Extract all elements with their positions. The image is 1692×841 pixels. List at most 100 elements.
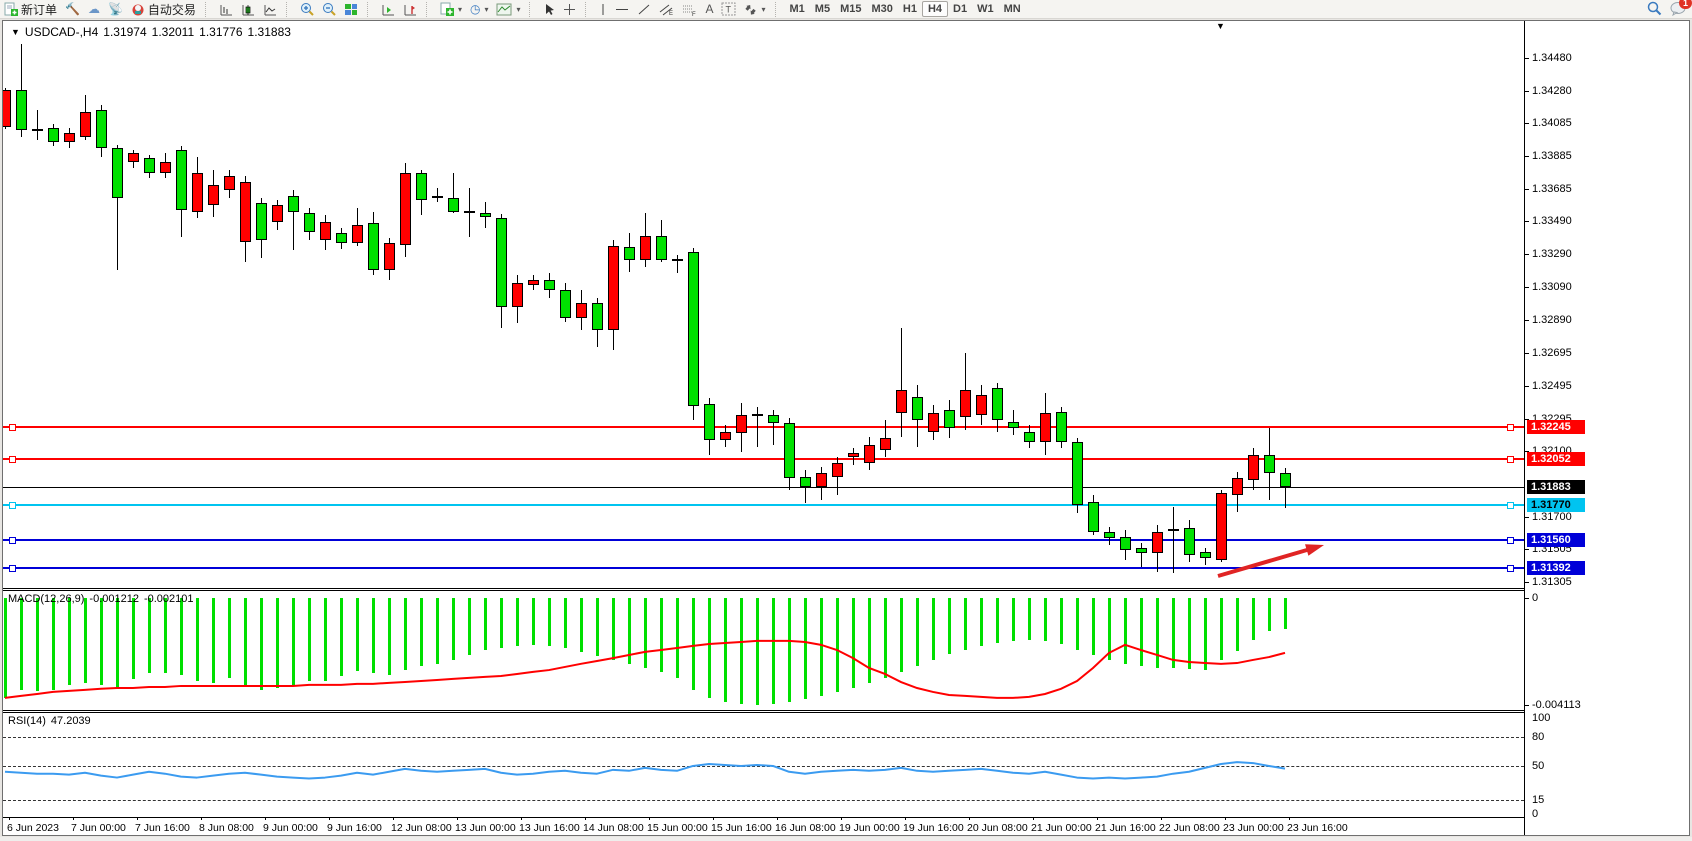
template-button[interactable]: ▾ bbox=[492, 1, 524, 18]
new-order-button[interactable]: 新订单 bbox=[0, 1, 61, 18]
panel-divider[interactable] bbox=[3, 710, 1524, 713]
candle-down bbox=[1184, 527, 1195, 555]
autotrade-button[interactable]: 自动交易 bbox=[127, 1, 200, 18]
time-axis-label: 7 Jun 16:00 bbox=[135, 822, 190, 834]
tab-timeframe-d1[interactable]: D1 bbox=[953, 3, 968, 15]
tab-timeframe-w1[interactable]: W1 bbox=[977, 3, 994, 15]
macd-histogram-bar bbox=[836, 598, 839, 692]
tab-timeframe-h1[interactable]: H1 bbox=[902, 3, 917, 15]
candle-up bbox=[976, 394, 987, 415]
chart-shift-button[interactable] bbox=[399, 1, 421, 18]
hline-handle[interactable] bbox=[9, 424, 16, 431]
price-hline-1.31560[interactable] bbox=[3, 539, 1524, 541]
candle-down bbox=[1200, 552, 1211, 558]
rsi-axis-label-50: 50 bbox=[1532, 759, 1545, 772]
price-hline-1.31770[interactable] bbox=[3, 504, 1524, 506]
text-tool-button[interactable]: A bbox=[701, 1, 717, 18]
chat-button[interactable]: 1 bbox=[1670, 0, 1692, 19]
vline-tool-button[interactable] bbox=[595, 1, 611, 18]
fibonacci-tool-button[interactable]: F bbox=[678, 1, 701, 18]
tab-timeframe-mn[interactable]: MN bbox=[1003, 3, 1021, 15]
zoom-in-button[interactable] bbox=[296, 1, 318, 18]
candle-wick bbox=[1141, 542, 1142, 568]
cursor-tool-button[interactable] bbox=[539, 1, 559, 18]
candle-down bbox=[992, 388, 1003, 421]
trendline-tool-button[interactable] bbox=[633, 1, 655, 18]
hline-handle[interactable] bbox=[1507, 502, 1514, 509]
macd-histogram-bar bbox=[644, 598, 647, 668]
macd-histogram-bar bbox=[212, 598, 215, 683]
candle-up bbox=[720, 431, 731, 440]
crosshair-tool-button[interactable] bbox=[559, 1, 580, 18]
arrows-tool-button[interactable]: ▾ bbox=[740, 1, 769, 18]
tab-timeframe-m30[interactable]: M30 bbox=[871, 3, 893, 15]
candle-up bbox=[896, 390, 907, 413]
time-axis-label: 23 Jun 00:00 bbox=[1223, 822, 1284, 834]
time-axis-label: 19 Jun 00:00 bbox=[839, 822, 900, 834]
tab-timeframe-m1[interactable]: M1 bbox=[789, 3, 805, 15]
zoom-out-button[interactable] bbox=[318, 1, 340, 18]
fibonacci-icon: F bbox=[683, 5, 696, 16]
equidistant-channel-icon: E bbox=[660, 4, 673, 16]
price-hline-1.31392[interactable] bbox=[3, 567, 1524, 569]
main-chart-panel[interactable]: ▼ USDCAD-,H4 1.31974 1.32011 1.31776 1.3… bbox=[3, 21, 1524, 588]
candle-down bbox=[464, 210, 475, 213]
label-tool-button[interactable]: T bbox=[717, 1, 740, 18]
hline-handle[interactable] bbox=[9, 537, 16, 544]
candle-down bbox=[912, 396, 923, 421]
rsi-gridline-80 bbox=[3, 736, 1524, 738]
macd-histogram-bar bbox=[484, 598, 487, 651]
price-badge-1.32245: 1.32245 bbox=[1527, 419, 1585, 434]
time-axis-label: 16 Jun 08:00 bbox=[775, 822, 836, 834]
chart-shift-marker[interactable]: ▼ bbox=[1216, 21, 1225, 31]
macd-histogram-bar bbox=[1060, 598, 1063, 645]
toolbar-separator bbox=[204, 1, 212, 17]
candle-up bbox=[272, 205, 283, 223]
price-hline-1.32052[interactable] bbox=[3, 458, 1524, 460]
price-axis[interactable]: 1.34480 1.34280 1.34085 1.33885 1.33685 1.334… bbox=[1524, 21, 1689, 835]
macd-histogram-bar bbox=[948, 598, 951, 654]
hline-handle[interactable] bbox=[9, 456, 16, 463]
tab-timeframe-m5[interactable]: M5 bbox=[814, 3, 831, 15]
toolbar-separator bbox=[366, 1, 374, 17]
signals-button[interactable]: 📡 bbox=[104, 1, 127, 18]
macd-histogram-bar bbox=[260, 598, 263, 690]
community-button[interactable]: ☁ bbox=[84, 1, 104, 18]
price-hline-1.32245[interactable] bbox=[3, 426, 1524, 428]
periods-button[interactable]: ◷ ▾ bbox=[466, 1, 493, 18]
macd-axis-zero-label: 0 bbox=[1532, 592, 1539, 604]
price-hline-1.31883[interactable] bbox=[3, 487, 1524, 488]
price-badge-1.31770: 1.31770 bbox=[1527, 498, 1585, 513]
macd-signal-line bbox=[4, 639, 1286, 699]
symbol-caret-icon[interactable]: ▼ bbox=[11, 27, 20, 37]
new-order-label: 新订单 bbox=[21, 2, 58, 17]
macd-panel[interactable]: MACD(12,26,9) -0.001212 -0.002101 bbox=[3, 591, 1524, 710]
hline-handle[interactable] bbox=[9, 565, 16, 572]
search-button[interactable] bbox=[1647, 1, 1662, 19]
auto-scroll-button[interactable] bbox=[377, 1, 399, 18]
time-axis[interactable]: 6 Jun 2023 7 Jun 00:00 7 Jun 16:00 8 Jun 08… bbox=[3, 817, 1524, 835]
channel-tool-button[interactable]: E bbox=[655, 1, 678, 18]
tab-timeframe-m15[interactable]: M15 bbox=[840, 3, 862, 15]
tab-timeframe-h4[interactable]: H4 bbox=[921, 1, 948, 17]
hline-handle[interactable] bbox=[1507, 456, 1514, 463]
bar-chart-button[interactable] bbox=[215, 1, 237, 18]
panel-divider[interactable] bbox=[3, 588, 1524, 591]
hline-handle[interactable] bbox=[9, 502, 16, 509]
candle-down bbox=[944, 409, 955, 428]
hline-handle[interactable] bbox=[1507, 424, 1514, 431]
line-chart-button[interactable] bbox=[259, 1, 281, 18]
hline-handle[interactable] bbox=[1507, 537, 1514, 544]
time-tick-mark bbox=[905, 817, 906, 820]
tile-windows-button[interactable] bbox=[340, 1, 362, 18]
macd-histogram-bar bbox=[1284, 598, 1287, 629]
hline-handle[interactable] bbox=[1507, 565, 1514, 572]
time-axis-label: 9 Jun 16:00 bbox=[327, 822, 382, 834]
candle-up bbox=[928, 412, 939, 432]
candle-up bbox=[1216, 492, 1227, 560]
hline-tool-button[interactable] bbox=[611, 1, 633, 18]
rsi-panel[interactable]: RSI(14) 47.2039 bbox=[3, 713, 1524, 817]
candle-chart-button[interactable] bbox=[237, 1, 259, 18]
styler-button[interactable]: 🔨 bbox=[61, 1, 84, 18]
new-chart-button[interactable]: ▾ bbox=[436, 1, 466, 18]
